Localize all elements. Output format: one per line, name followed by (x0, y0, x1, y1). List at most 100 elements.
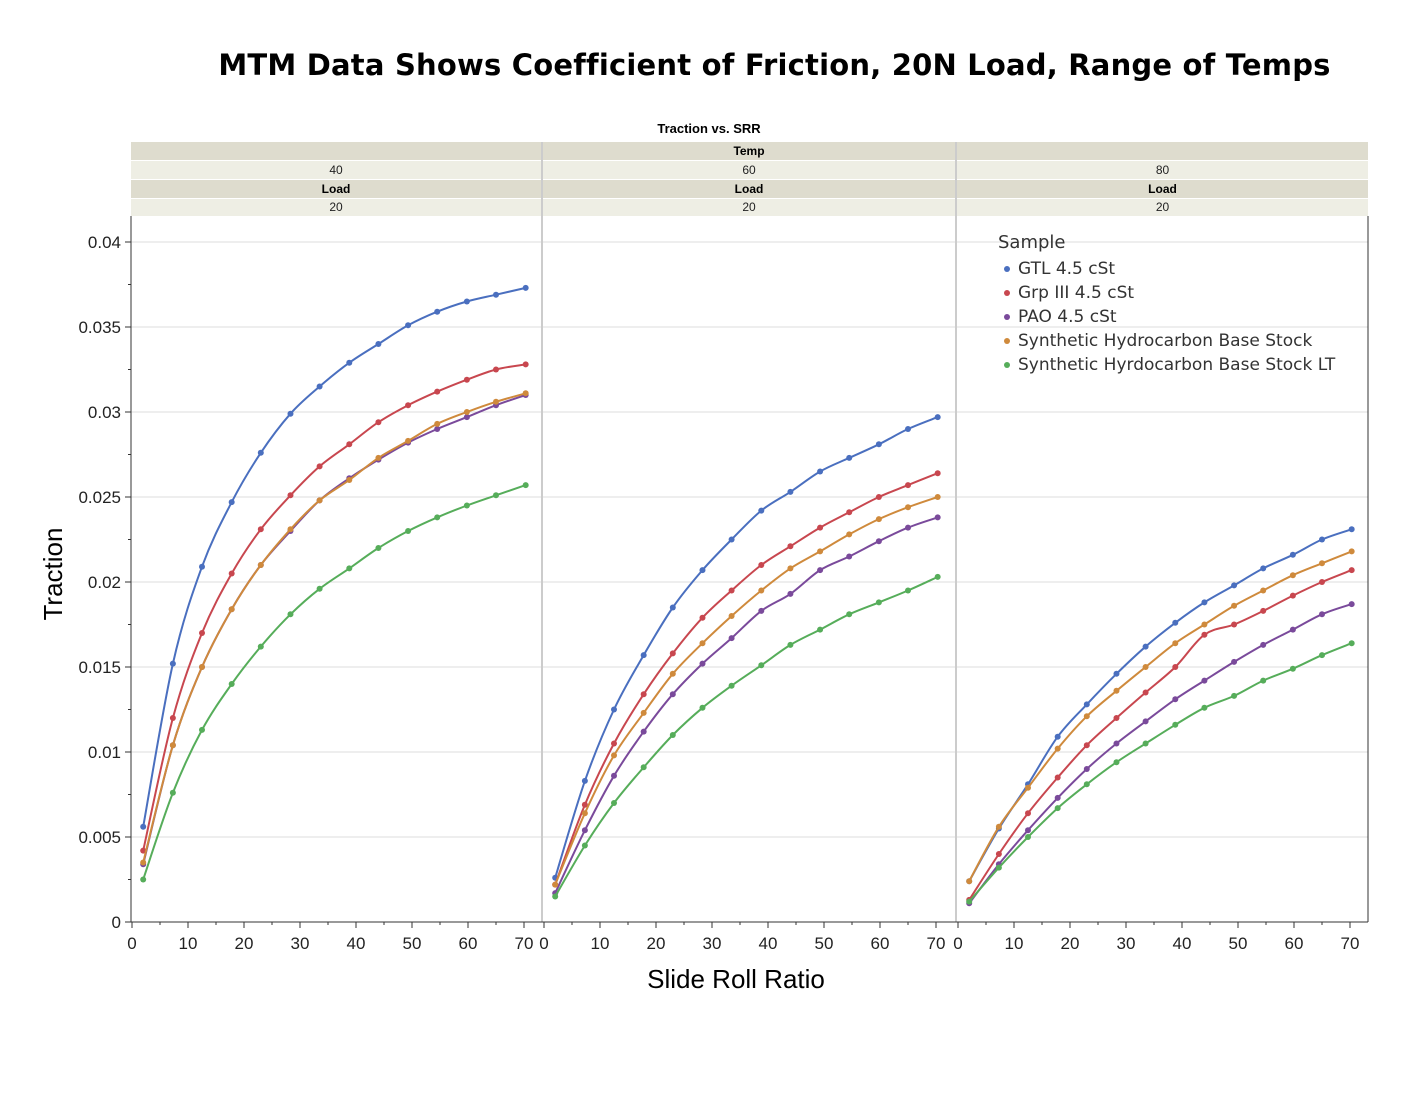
data-point (228, 606, 235, 613)
temp-value-band (131, 161, 541, 179)
data-point (1201, 599, 1208, 606)
x-tick-label: 30 (1117, 934, 1136, 953)
x-tick-label: 50 (815, 934, 834, 953)
data-point (787, 565, 794, 572)
data-point (1231, 692, 1238, 699)
data-point (758, 507, 765, 514)
data-point (669, 650, 676, 657)
data-point (1054, 733, 1061, 740)
data-point (699, 660, 706, 667)
data-point (699, 640, 706, 647)
data-point (434, 308, 441, 315)
data-point (817, 548, 824, 555)
data-point (1142, 643, 1149, 650)
data-point (140, 823, 147, 830)
data-point (581, 842, 588, 849)
data-point (1054, 774, 1061, 781)
x-tick-label: 10 (591, 934, 610, 953)
data-point (669, 732, 676, 738)
data-point (817, 524, 824, 531)
temp-value-band (543, 161, 955, 179)
data-point (1289, 665, 1296, 672)
y-axis-title: Traction (38, 528, 68, 621)
data-point (375, 341, 382, 347)
data-point (552, 893, 559, 900)
data-point (1172, 664, 1179, 670)
data-point (758, 607, 765, 614)
data-point (846, 509, 853, 516)
data-point (463, 502, 470, 509)
data-point (640, 709, 647, 716)
data-point (611, 800, 617, 806)
data-point (1319, 611, 1325, 618)
data-point (728, 613, 735, 619)
data-point (905, 524, 911, 531)
data-point (1319, 652, 1325, 659)
temp-value-label: 40 (329, 163, 343, 177)
y-tick-label: 0.04 (88, 233, 121, 252)
data-point (1289, 592, 1296, 599)
load-value-label: 20 (329, 200, 343, 214)
x-tick-label: 10 (179, 934, 198, 953)
data-point (669, 604, 676, 611)
data-point (1260, 565, 1267, 572)
data-point (875, 538, 882, 545)
legend-title: Sample (998, 232, 1066, 253)
data-point (1260, 677, 1267, 684)
data-point (346, 359, 353, 366)
data-point (1172, 696, 1179, 703)
legend-label: Synthetic Hyrdocarbon Base Stock LT (1018, 355, 1336, 375)
data-point (257, 526, 264, 533)
data-point (905, 587, 911, 594)
data-point (1172, 721, 1179, 728)
data-point (405, 437, 412, 444)
x-tick-label: 40 (759, 934, 778, 953)
data-point (1083, 713, 1090, 720)
y-tick-label: 0.03 (88, 403, 121, 422)
data-point (758, 562, 765, 568)
data-point (405, 402, 412, 409)
data-point (728, 635, 735, 642)
data-point (228, 681, 235, 687)
data-point (1113, 740, 1120, 747)
data-point (905, 504, 911, 511)
x-tick-label: 30 (291, 934, 310, 953)
x-tick-label: 60 (1285, 934, 1304, 953)
data-point (1231, 582, 1238, 589)
data-point (316, 497, 323, 504)
x-tick-label: 0 (953, 934, 962, 953)
data-point (1201, 677, 1208, 684)
data-point (1319, 560, 1325, 567)
series-line (968, 603, 1353, 904)
y-tick-label: 0.025 (78, 488, 121, 507)
data-point (1142, 718, 1149, 725)
data-point (846, 454, 853, 461)
load-header-label: Load (1148, 182, 1177, 196)
data-point (375, 454, 382, 461)
data-point (934, 494, 941, 500)
data-point (640, 691, 647, 698)
data-point (1348, 526, 1355, 533)
legend-label: GTL 4.5 cSt (1018, 259, 1115, 279)
x-tick-label: 20 (1061, 934, 1080, 953)
data-point (1201, 704, 1208, 711)
data-point (817, 468, 824, 475)
data-point (995, 864, 1002, 871)
data-point (1289, 572, 1296, 579)
legend-marker (1004, 362, 1010, 368)
data-point (1113, 687, 1120, 694)
y-tick-label: 0.015 (78, 658, 121, 677)
data-point (434, 426, 441, 432)
y-tick-label: 0.02 (88, 573, 121, 592)
data-point (1113, 670, 1120, 677)
data-point (140, 859, 147, 866)
data-point (287, 611, 294, 618)
data-point (611, 706, 617, 713)
data-point (875, 516, 882, 523)
data-point (169, 660, 176, 667)
data-point (1054, 745, 1061, 752)
data-point (375, 545, 382, 551)
series-line (554, 496, 939, 885)
data-point (581, 777, 588, 784)
